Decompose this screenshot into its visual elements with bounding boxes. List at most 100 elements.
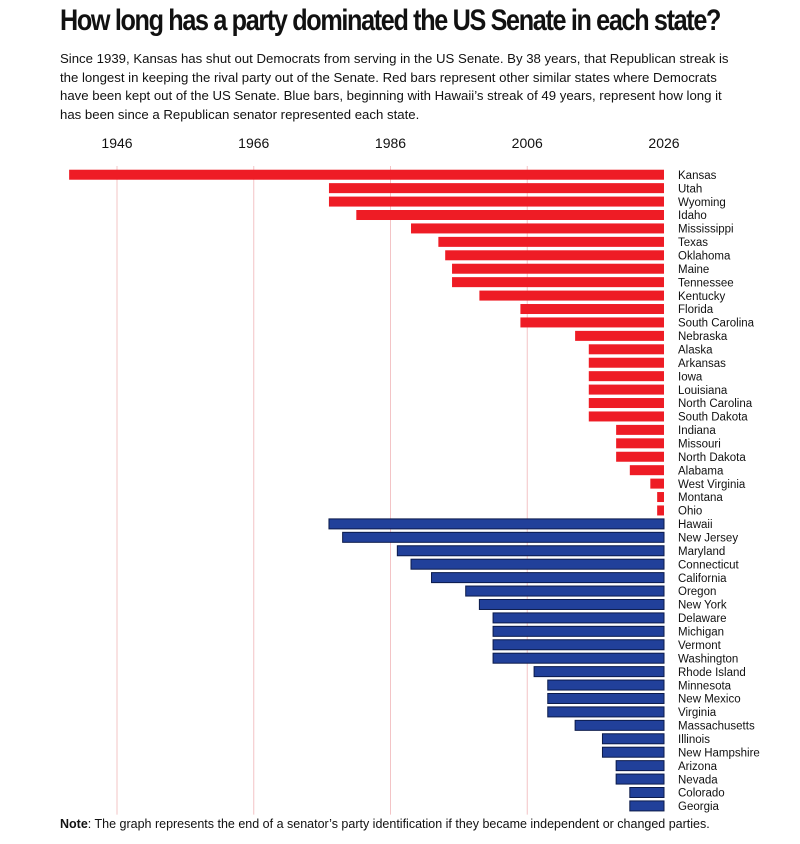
state-label: Oregon bbox=[678, 586, 716, 598]
state-label: Arkansas bbox=[678, 358, 726, 370]
bar-montana bbox=[657, 492, 664, 503]
footnote: Note: The graph represents the end of a … bbox=[60, 817, 710, 831]
bar-colorado bbox=[629, 786, 665, 798]
state-label: Illinois bbox=[678, 734, 710, 746]
bar-florida bbox=[520, 304, 664, 315]
x-tick-label: 1946 bbox=[101, 135, 132, 151]
bar-tennessee bbox=[452, 277, 664, 288]
state-label: Utah bbox=[678, 183, 702, 195]
bar-texas bbox=[438, 236, 664, 247]
state-label: Georgia bbox=[678, 801, 720, 813]
state-label: Kentucky bbox=[678, 291, 726, 303]
bar-north-dakota bbox=[616, 451, 664, 462]
bar-indiana bbox=[616, 424, 664, 435]
state-label: Maine bbox=[678, 264, 709, 276]
bar-connecticut bbox=[410, 558, 665, 570]
bar-maryland bbox=[396, 545, 665, 557]
state-label: Massachusetts bbox=[678, 721, 755, 733]
bar-georgia bbox=[629, 800, 665, 812]
state-label: Alaska bbox=[678, 345, 713, 357]
state-label: Ohio bbox=[678, 506, 702, 518]
bar-california bbox=[431, 572, 665, 584]
state-label: Rhode Island bbox=[678, 667, 746, 679]
bar-minnesota bbox=[547, 679, 665, 691]
state-label: Virginia bbox=[678, 707, 717, 719]
x-tick-label: 2006 bbox=[512, 135, 543, 151]
note-text: : The graph represents the end of a sena… bbox=[87, 817, 710, 831]
bar-washington bbox=[492, 652, 665, 664]
chart-title: How long has a party dominated the US Se… bbox=[60, 4, 721, 37]
state-label: Texas bbox=[678, 237, 708, 249]
state-label: Montana bbox=[678, 492, 723, 504]
state-label: Mississippi bbox=[678, 224, 734, 236]
bar-kansas bbox=[69, 169, 664, 180]
bar-wyoming bbox=[328, 196, 664, 207]
bar-new-jersey bbox=[342, 531, 665, 543]
state-label: Minnesota bbox=[678, 680, 732, 692]
chart-subtitle: Since 1939, Kansas has shut out Democrat… bbox=[60, 51, 729, 122]
bar-iowa bbox=[588, 371, 664, 382]
state-label: Idaho bbox=[678, 210, 707, 222]
state-label: Nebraska bbox=[678, 331, 728, 343]
bar-delaware bbox=[492, 612, 665, 624]
bar-oklahoma bbox=[445, 250, 664, 261]
bar-south-carolina bbox=[520, 317, 664, 328]
state-label: Vermont bbox=[678, 640, 722, 652]
bar-massachusetts bbox=[574, 719, 665, 731]
bar-nebraska bbox=[575, 330, 664, 341]
state-label: Wyoming bbox=[678, 197, 726, 209]
x-tick-label: 1986 bbox=[375, 135, 406, 151]
bar-new-mexico bbox=[547, 692, 665, 704]
bar-oregon bbox=[465, 585, 665, 597]
bar-utah bbox=[328, 183, 664, 194]
bar-missouri bbox=[616, 438, 664, 449]
bar-mississippi bbox=[411, 223, 664, 234]
state-label: New Hampshire bbox=[678, 747, 760, 759]
bar-michigan bbox=[492, 625, 665, 637]
state-label: Arizona bbox=[678, 761, 718, 773]
state-label: Indiana bbox=[678, 425, 716, 437]
state-label: Connecticut bbox=[678, 559, 740, 571]
state-label: Washington bbox=[678, 653, 738, 665]
bar-south-dakota bbox=[588, 411, 664, 422]
state-label: California bbox=[678, 573, 727, 585]
state-label: South Carolina bbox=[678, 318, 755, 330]
x-tick-label: 2026 bbox=[648, 135, 679, 151]
bar-illinois bbox=[601, 733, 665, 745]
state-label: Maryland bbox=[678, 546, 725, 558]
bar-maine bbox=[452, 263, 664, 274]
state-label: Delaware bbox=[678, 613, 727, 625]
state-label: Nevada bbox=[678, 774, 718, 786]
state-label: North Dakota bbox=[678, 452, 746, 464]
bar-new-hampshire bbox=[601, 746, 665, 758]
state-label: Florida bbox=[678, 304, 714, 316]
bar-virginia bbox=[547, 706, 665, 718]
bar-west-virginia bbox=[650, 478, 664, 489]
state-label: Louisiana bbox=[678, 385, 728, 397]
state-label: Iowa bbox=[678, 371, 703, 383]
state-label: Oklahoma bbox=[678, 250, 731, 262]
bar-ohio bbox=[657, 505, 664, 516]
bar-arizona bbox=[615, 760, 665, 772]
bar-north-carolina bbox=[588, 398, 664, 409]
bar-kentucky bbox=[479, 290, 664, 301]
state-label: New Mexico bbox=[678, 694, 741, 706]
note-label: Note bbox=[60, 817, 88, 831]
bar-new-york bbox=[478, 598, 665, 610]
bar-alabama bbox=[629, 465, 664, 476]
bar-arkansas bbox=[588, 357, 664, 368]
bar-hawaii bbox=[328, 518, 665, 530]
x-tick-label: 1966 bbox=[238, 135, 269, 151]
state-label: Kansas bbox=[678, 170, 717, 182]
state-label: South Dakota bbox=[678, 412, 748, 424]
state-label: New Jersey bbox=[678, 533, 738, 545]
state-label: Colorado bbox=[678, 788, 725, 800]
bar-alaska bbox=[588, 344, 664, 355]
state-label: Michigan bbox=[678, 627, 724, 639]
bar-rhode-island bbox=[533, 666, 665, 678]
bar-nevada bbox=[615, 773, 665, 785]
state-label: Missouri bbox=[678, 439, 721, 451]
state-label: West Virginia bbox=[678, 479, 746, 491]
bar-idaho bbox=[356, 210, 664, 221]
